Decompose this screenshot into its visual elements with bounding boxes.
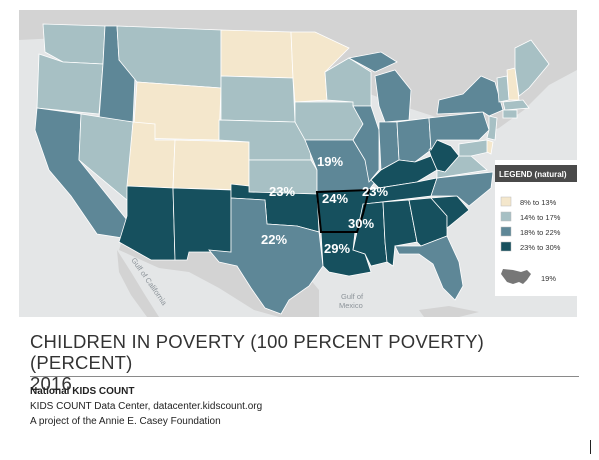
state-ohio [396, 117, 432, 163]
canada-land [19, 10, 577, 140]
value-label-texas: 22% [261, 232, 287, 247]
state-maryland [458, 139, 490, 157]
title-line-2: 2016 [30, 373, 72, 394]
state-texas [208, 197, 324, 315]
state-florida [394, 235, 464, 301]
title-line-1: CHILDREN IN POVERTY (100 PERCENT POVERTY… [30, 331, 485, 373]
state-maine [514, 39, 550, 97]
state-new-jersey [486, 115, 498, 141]
legend-us-value: 19% [541, 274, 556, 283]
state-south-dakota [220, 75, 296, 123]
state-illinois [352, 105, 380, 183]
legend-swatch-4 [500, 241, 512, 252]
choropleth-map: Gulf of California Gulf of Mexico 19% 23… [19, 10, 577, 317]
legend-swatch-3 [500, 226, 512, 237]
value-label-kentucky: 23% [362, 184, 388, 199]
footer-source: KIDS COUNT Data Center, datacenter.kidsc… [30, 401, 263, 412]
state-new-york [436, 75, 504, 117]
state-massachusetts [502, 99, 530, 111]
legend-label-1: 8% to 13% [520, 198, 557, 207]
footer-org: National KIDS COUNT [30, 386, 135, 397]
cuba-land [419, 306, 479, 317]
page-title: CHILDREN IN POVERTY (100 PERCENT POVERTY… [30, 331, 580, 394]
legend-label-4: 23% to 30% [520, 243, 561, 252]
state-iowa [294, 101, 364, 141]
state-louisiana [320, 231, 372, 277]
legend-swatch-1 [500, 196, 512, 207]
state-colorado [172, 139, 250, 191]
state-michigan-up [347, 51, 398, 73]
value-label-missouri: 19% [317, 154, 343, 169]
value-label-mississippi: 30% [348, 216, 374, 231]
us-outline-icon [501, 269, 531, 284]
state-new-mexico [172, 187, 232, 261]
water-label-gulf-of-mexico-line2: Mexico [339, 301, 363, 310]
legend-label-3: 18% to 22% [520, 228, 561, 237]
value-label-arkansas: 24% [322, 191, 348, 206]
state-connecticut [502, 109, 518, 119]
state-north-dakota [220, 29, 294, 79]
legend-header [495, 165, 577, 182]
value-label-oklahoma: 23% [269, 184, 295, 199]
legend-title: LEGEND (natural) [499, 170, 567, 179]
baja-land [117, 250, 159, 317]
footer-project: A project of the Annie E. Casey Foundati… [30, 416, 221, 427]
legend-swatch-2 [500, 211, 512, 222]
arkansas-highlight-border [315, 188, 371, 233]
value-label-louisiana: 29% [324, 241, 350, 256]
us-states [34, 23, 550, 315]
text-cursor [590, 440, 591, 454]
state-michigan [374, 69, 412, 123]
state-delaware [486, 139, 494, 155]
title-divider [30, 376, 579, 377]
water-label-gulf-of-mexico-line1: Gulf of [341, 292, 364, 301]
legend: LEGEND (natural) 8% to 13% 14% to 17% 18… [495, 160, 577, 296]
state-vermont [496, 75, 510, 103]
legend-label-2: 14% to 17% [520, 213, 561, 222]
